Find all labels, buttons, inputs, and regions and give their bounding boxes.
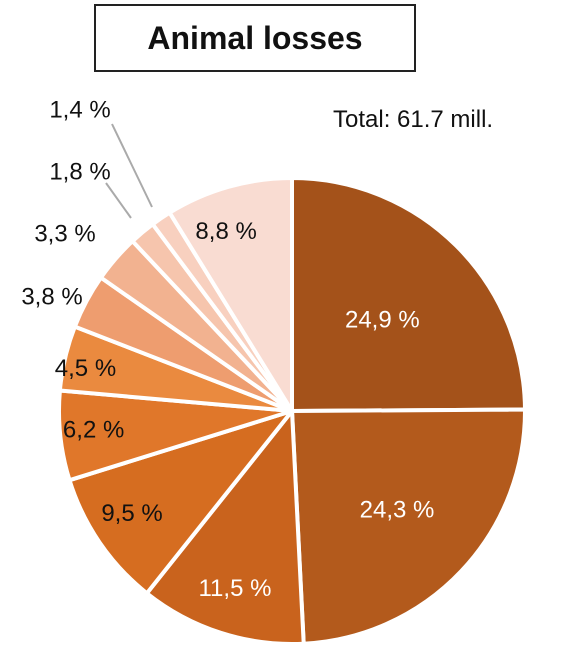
slice-label: 8,8 % [195,218,256,245]
chart-title-box: Animal losses [94,4,416,72]
leader-line [111,123,153,208]
slice-label: 11,5 % [198,575,271,602]
pie-slice [67,409,294,596]
slice-label: 24,9 % [345,307,420,334]
pie-slice [144,409,306,646]
total-annotation: Total: 61.7 mill. [333,106,494,133]
slice-label: 3,3 % [34,221,95,248]
slice-label: 3,8 % [21,284,82,311]
pie-slice [167,176,294,413]
slice-label: 6,2 % [63,417,124,444]
pie-slice [290,407,527,646]
slice-label: 9,5 % [101,500,162,527]
slice-label: 4,5 % [55,355,116,382]
slice-label: 1,4 % [49,97,110,124]
leader-line [105,182,132,219]
slice-label: 24,3 % [360,497,435,524]
pie-slice [290,176,527,413]
chart-title: Animal losses [147,19,363,56]
slice-label: 1,8 % [49,159,110,186]
